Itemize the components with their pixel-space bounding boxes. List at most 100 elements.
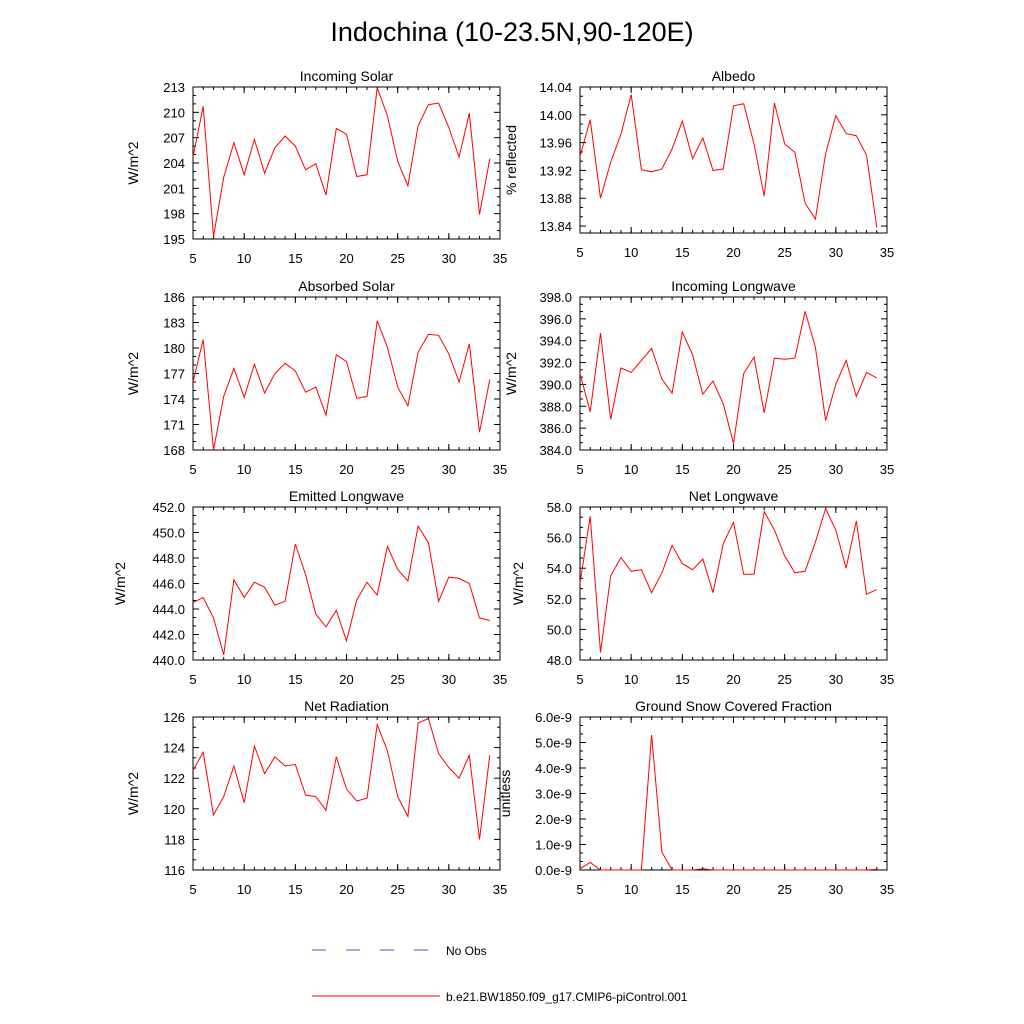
y-tick-label: 13.84: [539, 219, 572, 234]
panel-title: Incoming Solar: [300, 68, 394, 84]
x-tick-label: 10: [237, 672, 251, 687]
x-tick-label: 25: [390, 672, 404, 687]
x-tick-label: 10: [624, 882, 638, 897]
panel-title: Ground Snow Covered Fraction: [635, 698, 832, 714]
y-tick-label: 207: [163, 131, 185, 146]
panel-title: Net Radiation: [304, 698, 389, 714]
y-tick-label: 183: [163, 316, 185, 331]
panel-8: Ground Snow Covered Fraction unitless 5 10 1…: [497, 698, 894, 897]
y-axis-label: W/m^2: [503, 352, 519, 395]
x-tick-label: 25: [777, 245, 791, 260]
series-line: [192, 717, 491, 840]
x-tick-label: 15: [675, 882, 689, 897]
y-axis-label: W/m^2: [112, 562, 128, 605]
y-tick-label: 13.92: [539, 163, 572, 178]
x-tick-label: 5: [189, 462, 196, 477]
y-tick-label: 126: [163, 710, 185, 725]
y-tick-label: 4.0e-9: [535, 761, 572, 776]
y-tick-label: 5.0e-9: [535, 736, 572, 751]
x-tick-label: 25: [390, 882, 404, 897]
panel-3: Absorbed Solar W/m^2 5 10 15 20 25 30 35 168 171 17…: [125, 278, 507, 477]
y-tick-label: 122: [163, 771, 185, 786]
x-tick-label: 20: [339, 672, 353, 687]
x-tick-label: 10: [237, 251, 251, 266]
y-tick-label: 177: [163, 367, 185, 382]
y-tick-label: 124: [163, 741, 185, 756]
legend-obs-label: No Obs: [446, 944, 487, 958]
y-tick-label: 13.88: [539, 191, 572, 206]
y-tick-label: 394.0: [539, 334, 572, 349]
x-tick-label: 5: [189, 672, 196, 687]
x-tick-label: 5: [576, 245, 583, 260]
y-tick-label: 442.0: [152, 628, 185, 643]
x-tick-label: 20: [726, 882, 740, 897]
y-tick-label: 444.0: [152, 602, 185, 617]
x-tick-label: 35: [493, 882, 507, 897]
plot-frame: [192, 296, 501, 451]
x-tick-label: 35: [493, 672, 507, 687]
y-axis-label: W/m^2: [125, 352, 141, 395]
x-tick-label: 30: [829, 882, 843, 897]
x-tick-label: 15: [288, 672, 302, 687]
series-line: [192, 320, 491, 451]
series-line: [579, 734, 877, 871]
x-tick-label: 20: [726, 672, 740, 687]
y-tick-label: 201: [163, 181, 185, 196]
y-tick-label: 14.04: [539, 80, 572, 95]
panel-2: Albedo % reflected 5 10 15 20 25 30 35 13.84 13.88…: [503, 68, 894, 260]
y-tick-label: 204: [163, 156, 185, 171]
x-tick-label: 25: [777, 882, 791, 897]
y-tick-label: 390.0: [539, 377, 572, 392]
x-tick-label: 20: [339, 251, 353, 266]
legend: No Obs b.e21.BW1850.f09_g17.CMIP6-piCont…: [312, 944, 688, 1004]
panel-6: Net Longwave W/m^2 5 10 15 20 25 30 35 48.0 50.0 52…: [510, 488, 894, 687]
series-line: [579, 94, 878, 228]
x-tick-label: 10: [237, 462, 251, 477]
x-tick-label: 30: [442, 672, 456, 687]
x-tick-label: 30: [829, 672, 843, 687]
y-axis-label: % reflected: [503, 125, 519, 195]
x-tick-label: 10: [624, 462, 638, 477]
y-tick-label: 213: [163, 80, 185, 95]
x-tick-label: 5: [189, 882, 196, 897]
panel-5: Emitted Longwave W/m^2 5 10 15 20 25 30 35 440.0 4…: [112, 488, 507, 687]
x-tick-label: 20: [339, 882, 353, 897]
y-tick-label: 168: [163, 443, 185, 458]
panel-7: Net Radiation W/m^2 5 10 15 20 25 30 35 116 118 120…: [125, 698, 507, 897]
panel-title: Albedo: [712, 68, 756, 84]
x-tick-label: 15: [675, 672, 689, 687]
y-tick-label: 186: [163, 290, 185, 305]
y-tick-label: 58.0: [547, 500, 572, 515]
x-tick-label: 20: [726, 245, 740, 260]
x-tick-label: 35: [493, 251, 507, 266]
x-tick-label: 25: [777, 462, 791, 477]
y-tick-label: 198: [163, 207, 185, 222]
x-tick-label: 15: [288, 882, 302, 897]
y-tick-label: 398.0: [539, 290, 572, 305]
plot-frame: [579, 506, 888, 661]
x-tick-label: 35: [493, 462, 507, 477]
y-tick-label: 0.0e-9: [535, 863, 572, 878]
y-tick-label: 386.0: [539, 421, 572, 436]
y-tick-label: 13.96: [539, 136, 572, 151]
x-tick-label: 35: [880, 462, 894, 477]
series-line: [192, 524, 490, 656]
x-tick-label: 20: [339, 462, 353, 477]
y-axis-label: W/m^2: [510, 562, 526, 605]
x-tick-label: 15: [288, 462, 302, 477]
x-tick-label: 30: [442, 462, 456, 477]
y-tick-label: 388.0: [539, 399, 572, 414]
y-tick-label: 6.0e-9: [535, 710, 572, 725]
y-tick-label: 174: [163, 392, 185, 407]
x-tick-label: 35: [880, 245, 894, 260]
x-tick-label: 15: [675, 462, 689, 477]
y-tick-label: 120: [163, 802, 185, 817]
y-tick-label: 452.0: [152, 500, 185, 515]
y-tick-label: 392.0: [539, 356, 572, 371]
x-tick-label: 20: [726, 462, 740, 477]
y-tick-label: 118: [164, 832, 185, 847]
plot-frame: [579, 716, 888, 871]
x-tick-label: 25: [390, 251, 404, 266]
plot-frame: [192, 86, 501, 240]
y-axis-label: unitless: [497, 770, 513, 817]
